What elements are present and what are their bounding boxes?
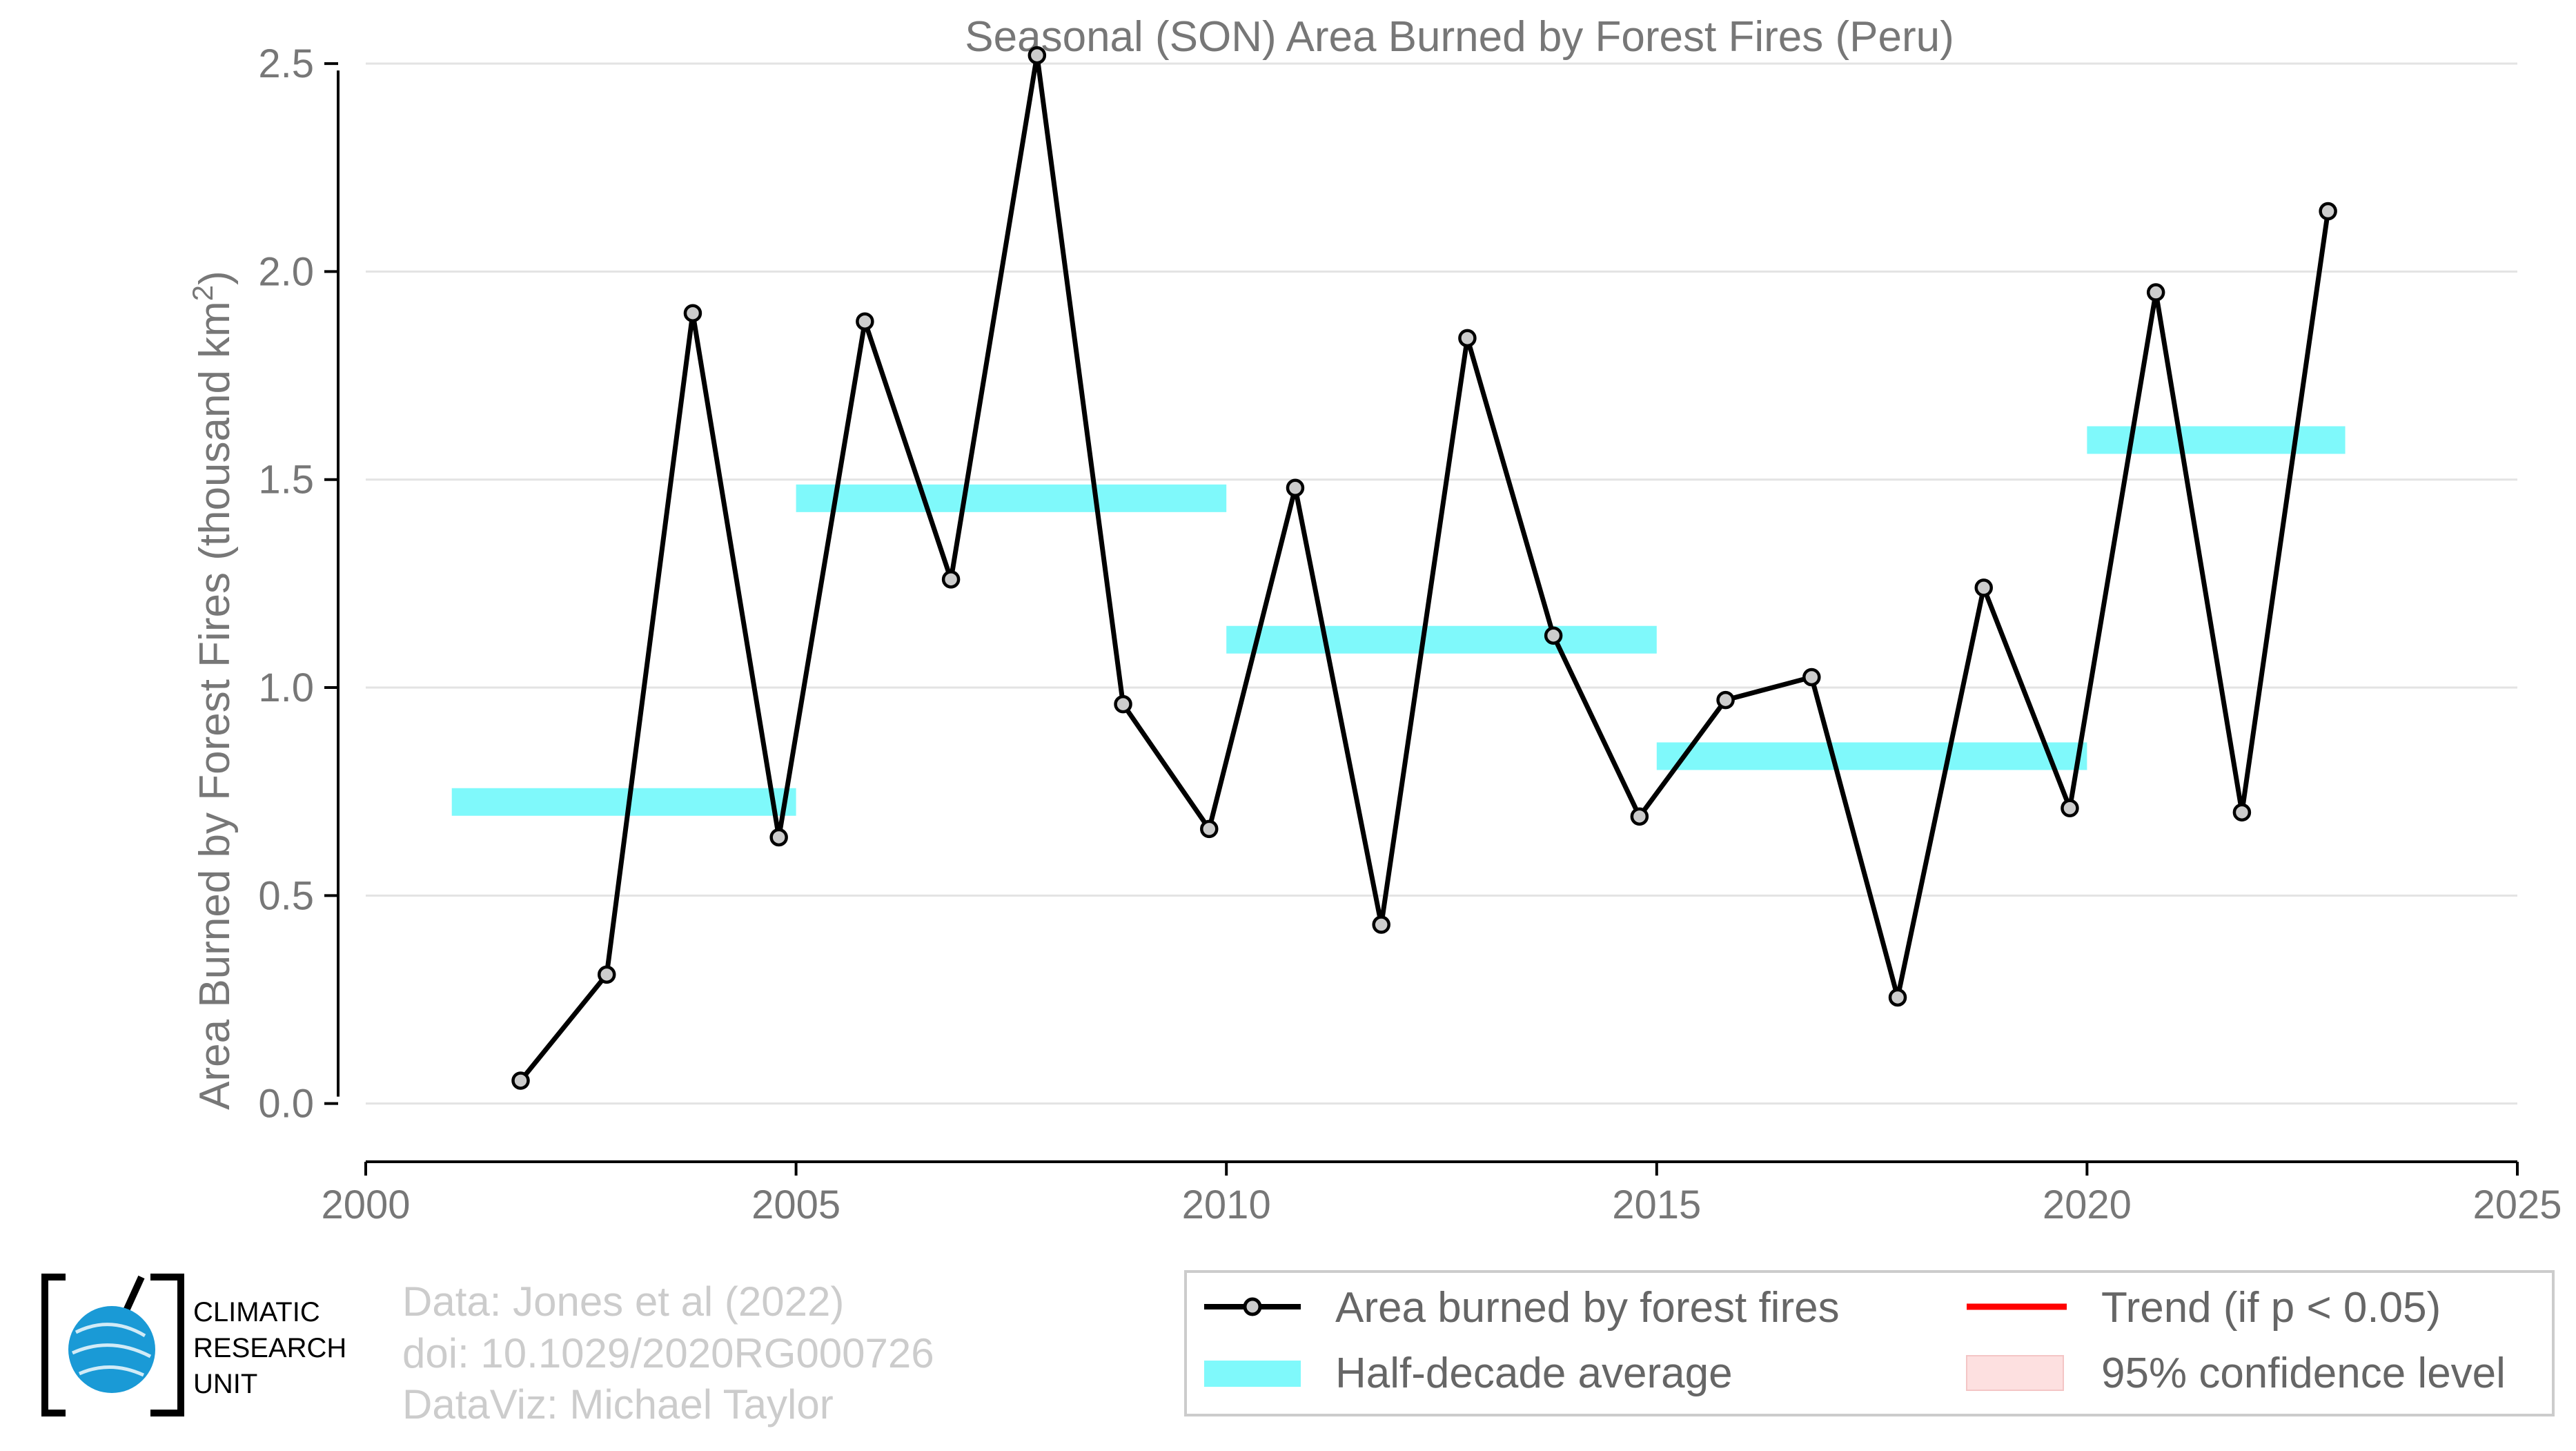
y-tick-label: 2.5 [258,41,314,86]
logo-text-line3: UNIT [193,1369,257,1399]
y-tick-label: 0.5 [258,873,314,918]
data-point [683,304,702,322]
legend-series-marker [1243,1297,1262,1316]
legend-average-swatch [1204,1361,1301,1387]
data-point [2232,803,2252,822]
y-axis-label-main: Area Burned by Forest Fires (thousand km [191,301,239,1110]
data-point [1114,694,1132,714]
legend-box [1184,1270,2555,1416]
data-point [1286,478,1305,498]
data-point [941,570,961,589]
cru-logo: CLIMATIC RESEARCH UNIT [41,1274,346,1416]
grid-lines [366,62,2517,1105]
data-point [511,1071,530,1090]
data-point [2146,283,2165,302]
logo-slash [121,1275,145,1317]
x-tick-label: 2020 [2043,1182,2132,1227]
data-point [1200,819,1219,839]
half-decade-average-bar [451,788,796,816]
globe-swirl [71,1323,152,1377]
y-axis: 0.0 0.5 1.0 1.5 2.0 2.5 [258,41,340,1127]
half-decade-average-bars [451,426,2346,816]
x-tick-label: 2000 [321,1182,410,1227]
y-axis-label: Area Burned by Forest Fires (thousand km… [186,271,239,1110]
credit-data-source: Data: Jones et al (2022) [402,1278,844,1325]
legend: Area burned by forest fires Half-decade … [1184,1270,2555,1416]
legend-trend-label: Trend (if p < 0.05) [2101,1284,2441,1332]
half-decade-average-bar [1226,625,1657,654]
x-axis: 2000 2005 2010 2015 2020 2025 [321,1160,2562,1227]
data-point [769,828,788,847]
y-tick-label: 1.0 [258,665,314,710]
y-tick-label: 0.0 [258,1082,314,1127]
data-point [1716,690,1735,710]
data-point [2319,202,2337,221]
legend-average-label: Half-decade average [1335,1350,1733,1397]
y-axis-label-close: ) [191,271,239,285]
y-tick-label: 1.5 [258,458,314,503]
credit-dataviz: DataViz: Michael Taylor [402,1381,834,1428]
y-tick-label: 2.0 [258,249,314,294]
x-tick-label: 2025 [2472,1182,2562,1227]
legend-ci-label: 95% confidence level [2101,1350,2506,1397]
data-point [1974,578,1993,597]
credit-doi: doi: 10.1029/2020RG000726 [402,1330,934,1376]
series-line-layer [511,46,2337,1090]
y-axis-label-superscript: 2 [186,285,219,301]
series-line [518,55,2331,1082]
logo-bracket-left [41,1274,66,1416]
data-point [856,312,874,331]
data-point [597,965,616,984]
half-decade-average-bar [1656,742,2087,770]
logo-bracket-right [150,1274,184,1416]
data-point [1630,807,1649,826]
data-point [2061,799,2079,818]
x-tick-label: 2005 [751,1182,840,1227]
data-point [1372,915,1390,934]
logo-text-line1: CLIMATIC [193,1297,320,1327]
x-tick-label: 2015 [1612,1182,1701,1227]
data-point [1458,329,1477,348]
x-tick-label: 2010 [1182,1182,1271,1227]
half-decade-average-bar [2087,426,2346,454]
chart-title: Seasonal (SON) Area Burned by Forest Fir… [965,13,1954,61]
half-decade-average-bar [796,484,1227,512]
data-point [1544,626,1563,645]
data-point [1802,668,1821,687]
data-point [1028,46,1047,65]
legend-ci-swatch [1966,1355,2064,1391]
logo-text-line2: RESEARCH [193,1333,346,1363]
data-point [1888,988,1907,1007]
legend-series-label: Area burned by forest fires [1335,1284,1840,1332]
